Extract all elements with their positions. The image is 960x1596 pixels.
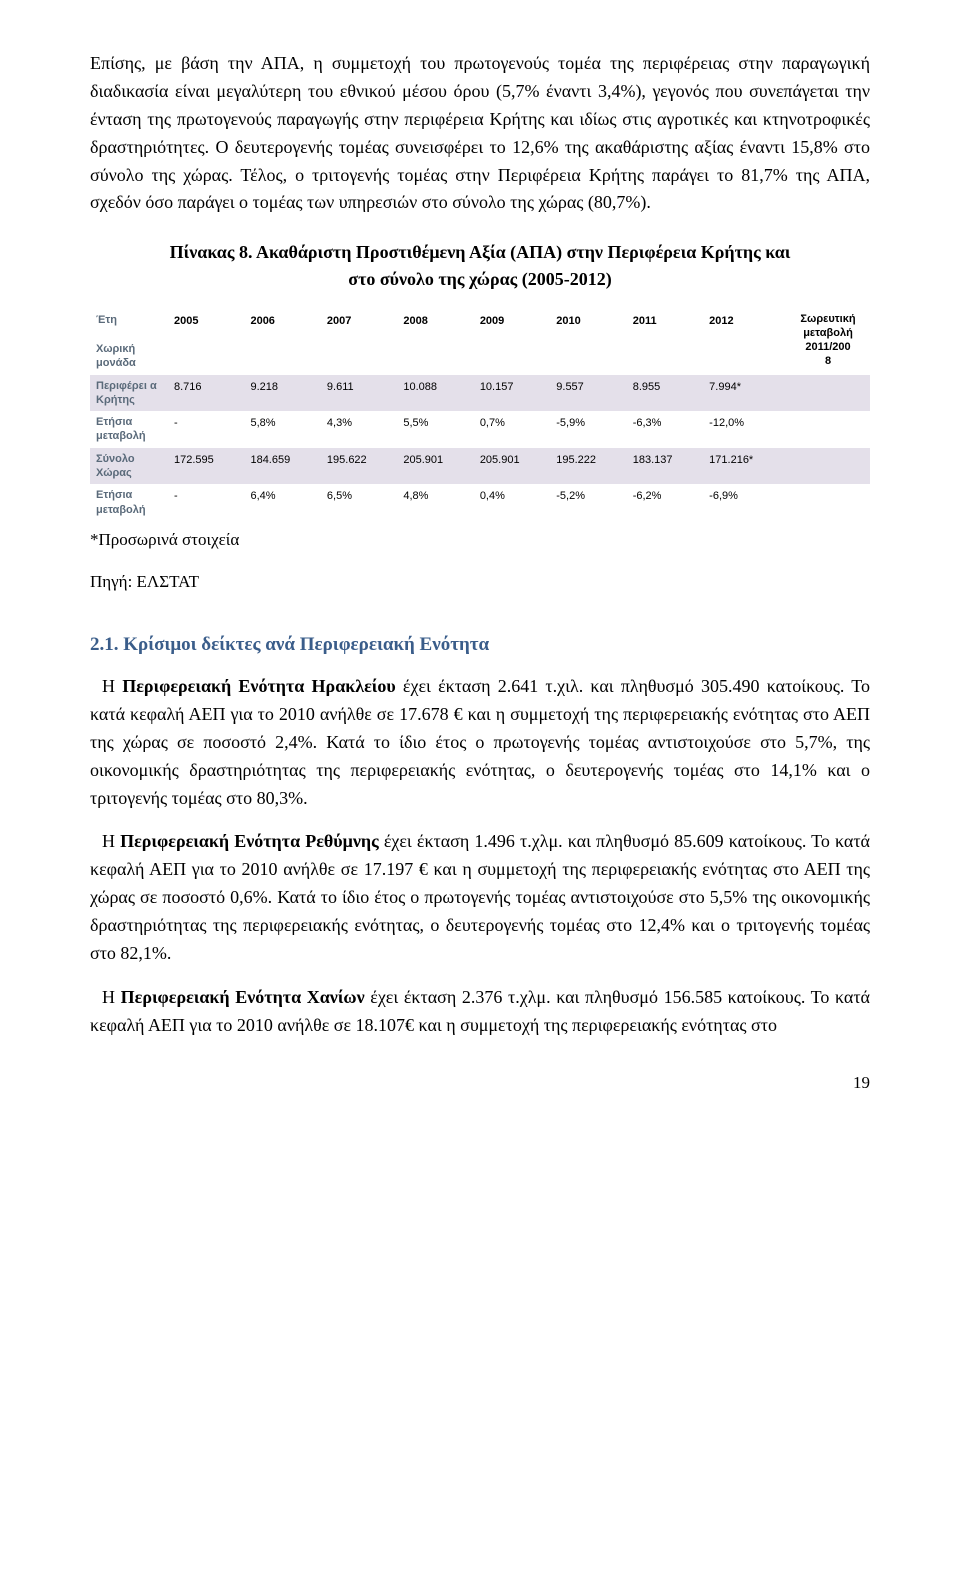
cell: - (168, 411, 244, 448)
cell: 172.595 (168, 448, 244, 485)
header-lastC: 2011/200 (805, 341, 850, 353)
p3-lead: Η (90, 831, 120, 851)
cell: 171.216* (703, 448, 786, 485)
table-row: Ετήσια μεταβολή - 5,8% 4,3% 5,5% 0,7% -5… (90, 411, 870, 448)
row-label: Ετήσια μεταβολή (90, 411, 168, 448)
header-2012: 2012 (703, 309, 786, 374)
cell: -5,2% (550, 484, 626, 521)
table-row: Σύνολο Χώρας 172.595 184.659 195.622 205… (90, 448, 870, 485)
page-number: 19 (90, 1070, 870, 1096)
cell: -5,9% (550, 411, 626, 448)
header-2007: 2007 (321, 309, 397, 374)
cell (786, 484, 870, 521)
cell (786, 448, 870, 485)
cell: -6,2% (627, 484, 703, 521)
cell: 195.622 (321, 448, 397, 485)
table-source: Πηγή: ΕΛΣΤΑΤ (90, 569, 870, 595)
cell: 4,8% (397, 484, 473, 521)
cell: 9.611 (321, 375, 397, 412)
cell: 6,5% (321, 484, 397, 521)
row-label: Σύνολο Χώρας (90, 448, 168, 485)
p3-bold: Περιφερειακή Ενότητα Ρεθύμνης (120, 831, 379, 851)
header-2008: 2008 (397, 309, 473, 374)
header-lastA: Σωρευτική (800, 313, 855, 325)
header-lastB: μεταβολή (803, 327, 853, 339)
cell: 4,3% (321, 411, 397, 448)
cell (786, 375, 870, 412)
cell: - (168, 484, 244, 521)
table-header-row: Έτη Χωρική μονάδα 2005 2006 2007 2008 20… (90, 309, 870, 374)
p4-bold: Περιφερειακή Ενότητα Χανίων (121, 987, 365, 1007)
header-2011: 2011 (627, 309, 703, 374)
header-2006: 2006 (244, 309, 320, 374)
cell: 9.218 (244, 375, 320, 412)
cell: -6,3% (627, 411, 703, 448)
rethymno-paragraph: Η Περιφερειακή Ενότητα Ρεθύμνης έχει έκτ… (90, 828, 870, 967)
header-c0b: Χωρική μονάδα (96, 343, 136, 369)
header-cumulative: Σωρευτική μεταβολή 2011/200 8 (786, 309, 870, 374)
cell: 183.137 (627, 448, 703, 485)
row-label: Ετήσια μεταβολή (90, 484, 168, 521)
table-title: Πίνακας 8. Ακαθάριστη Προστιθέμενη Αξία … (160, 239, 800, 293)
cell: 205.901 (474, 448, 550, 485)
table-row: Περιφέρει α Κρήτης 8.716 9.218 9.611 10.… (90, 375, 870, 412)
header-2005: 2005 (168, 309, 244, 374)
cell (786, 411, 870, 448)
cell: 8.955 (627, 375, 703, 412)
cell: 10.157 (474, 375, 550, 412)
table-footnote: *Προσωρινά στοιχεία (90, 527, 870, 553)
cell: 6,4% (244, 484, 320, 521)
cell: 0,7% (474, 411, 550, 448)
cell: 195.222 (550, 448, 626, 485)
cell: 7.994* (703, 375, 786, 412)
cell: 8.716 (168, 375, 244, 412)
row-label: Περιφέρει α Κρήτης (90, 375, 168, 412)
cell: 5,5% (397, 411, 473, 448)
intro-paragraph: Επίσης, με βάση την ΑΠΑ, η συμμετοχή του… (90, 50, 870, 217)
header-c0a: Έτη (96, 314, 117, 326)
p2-lead: Η (90, 676, 122, 696)
cell: 10.088 (397, 375, 473, 412)
gva-table: Έτη Χωρική μονάδα 2005 2006 2007 2008 20… (90, 309, 870, 521)
section-heading: 2.1. Κρίσιμοι δείκτες ανά Περιφερειακή Ε… (90, 630, 870, 659)
header-lastD: 8 (825, 355, 831, 367)
heraklion-paragraph: Η Περιφερειακή Ενότητα Ηρακλείου έχει έκ… (90, 673, 870, 812)
table-row: Ετήσια μεταβολή - 6,4% 6,5% 4,8% 0,4% -5… (90, 484, 870, 521)
cell: -6,9% (703, 484, 786, 521)
cell: 5,8% (244, 411, 320, 448)
cell: 205.901 (397, 448, 473, 485)
p2-bold: Περιφερειακή Ενότητα Ηρακλείου (122, 676, 395, 696)
cell: 9.557 (550, 375, 626, 412)
cell: 184.659 (244, 448, 320, 485)
p4-lead: Η (90, 987, 121, 1007)
cell: 0,4% (474, 484, 550, 521)
header-rowlabel: Έτη Χωρική μονάδα (90, 309, 168, 374)
cell: -12,0% (703, 411, 786, 448)
header-2009: 2009 (474, 309, 550, 374)
chania-paragraph: Η Περιφερειακή Ενότητα Χανίων έχει έκτασ… (90, 984, 870, 1040)
header-2010: 2010 (550, 309, 626, 374)
